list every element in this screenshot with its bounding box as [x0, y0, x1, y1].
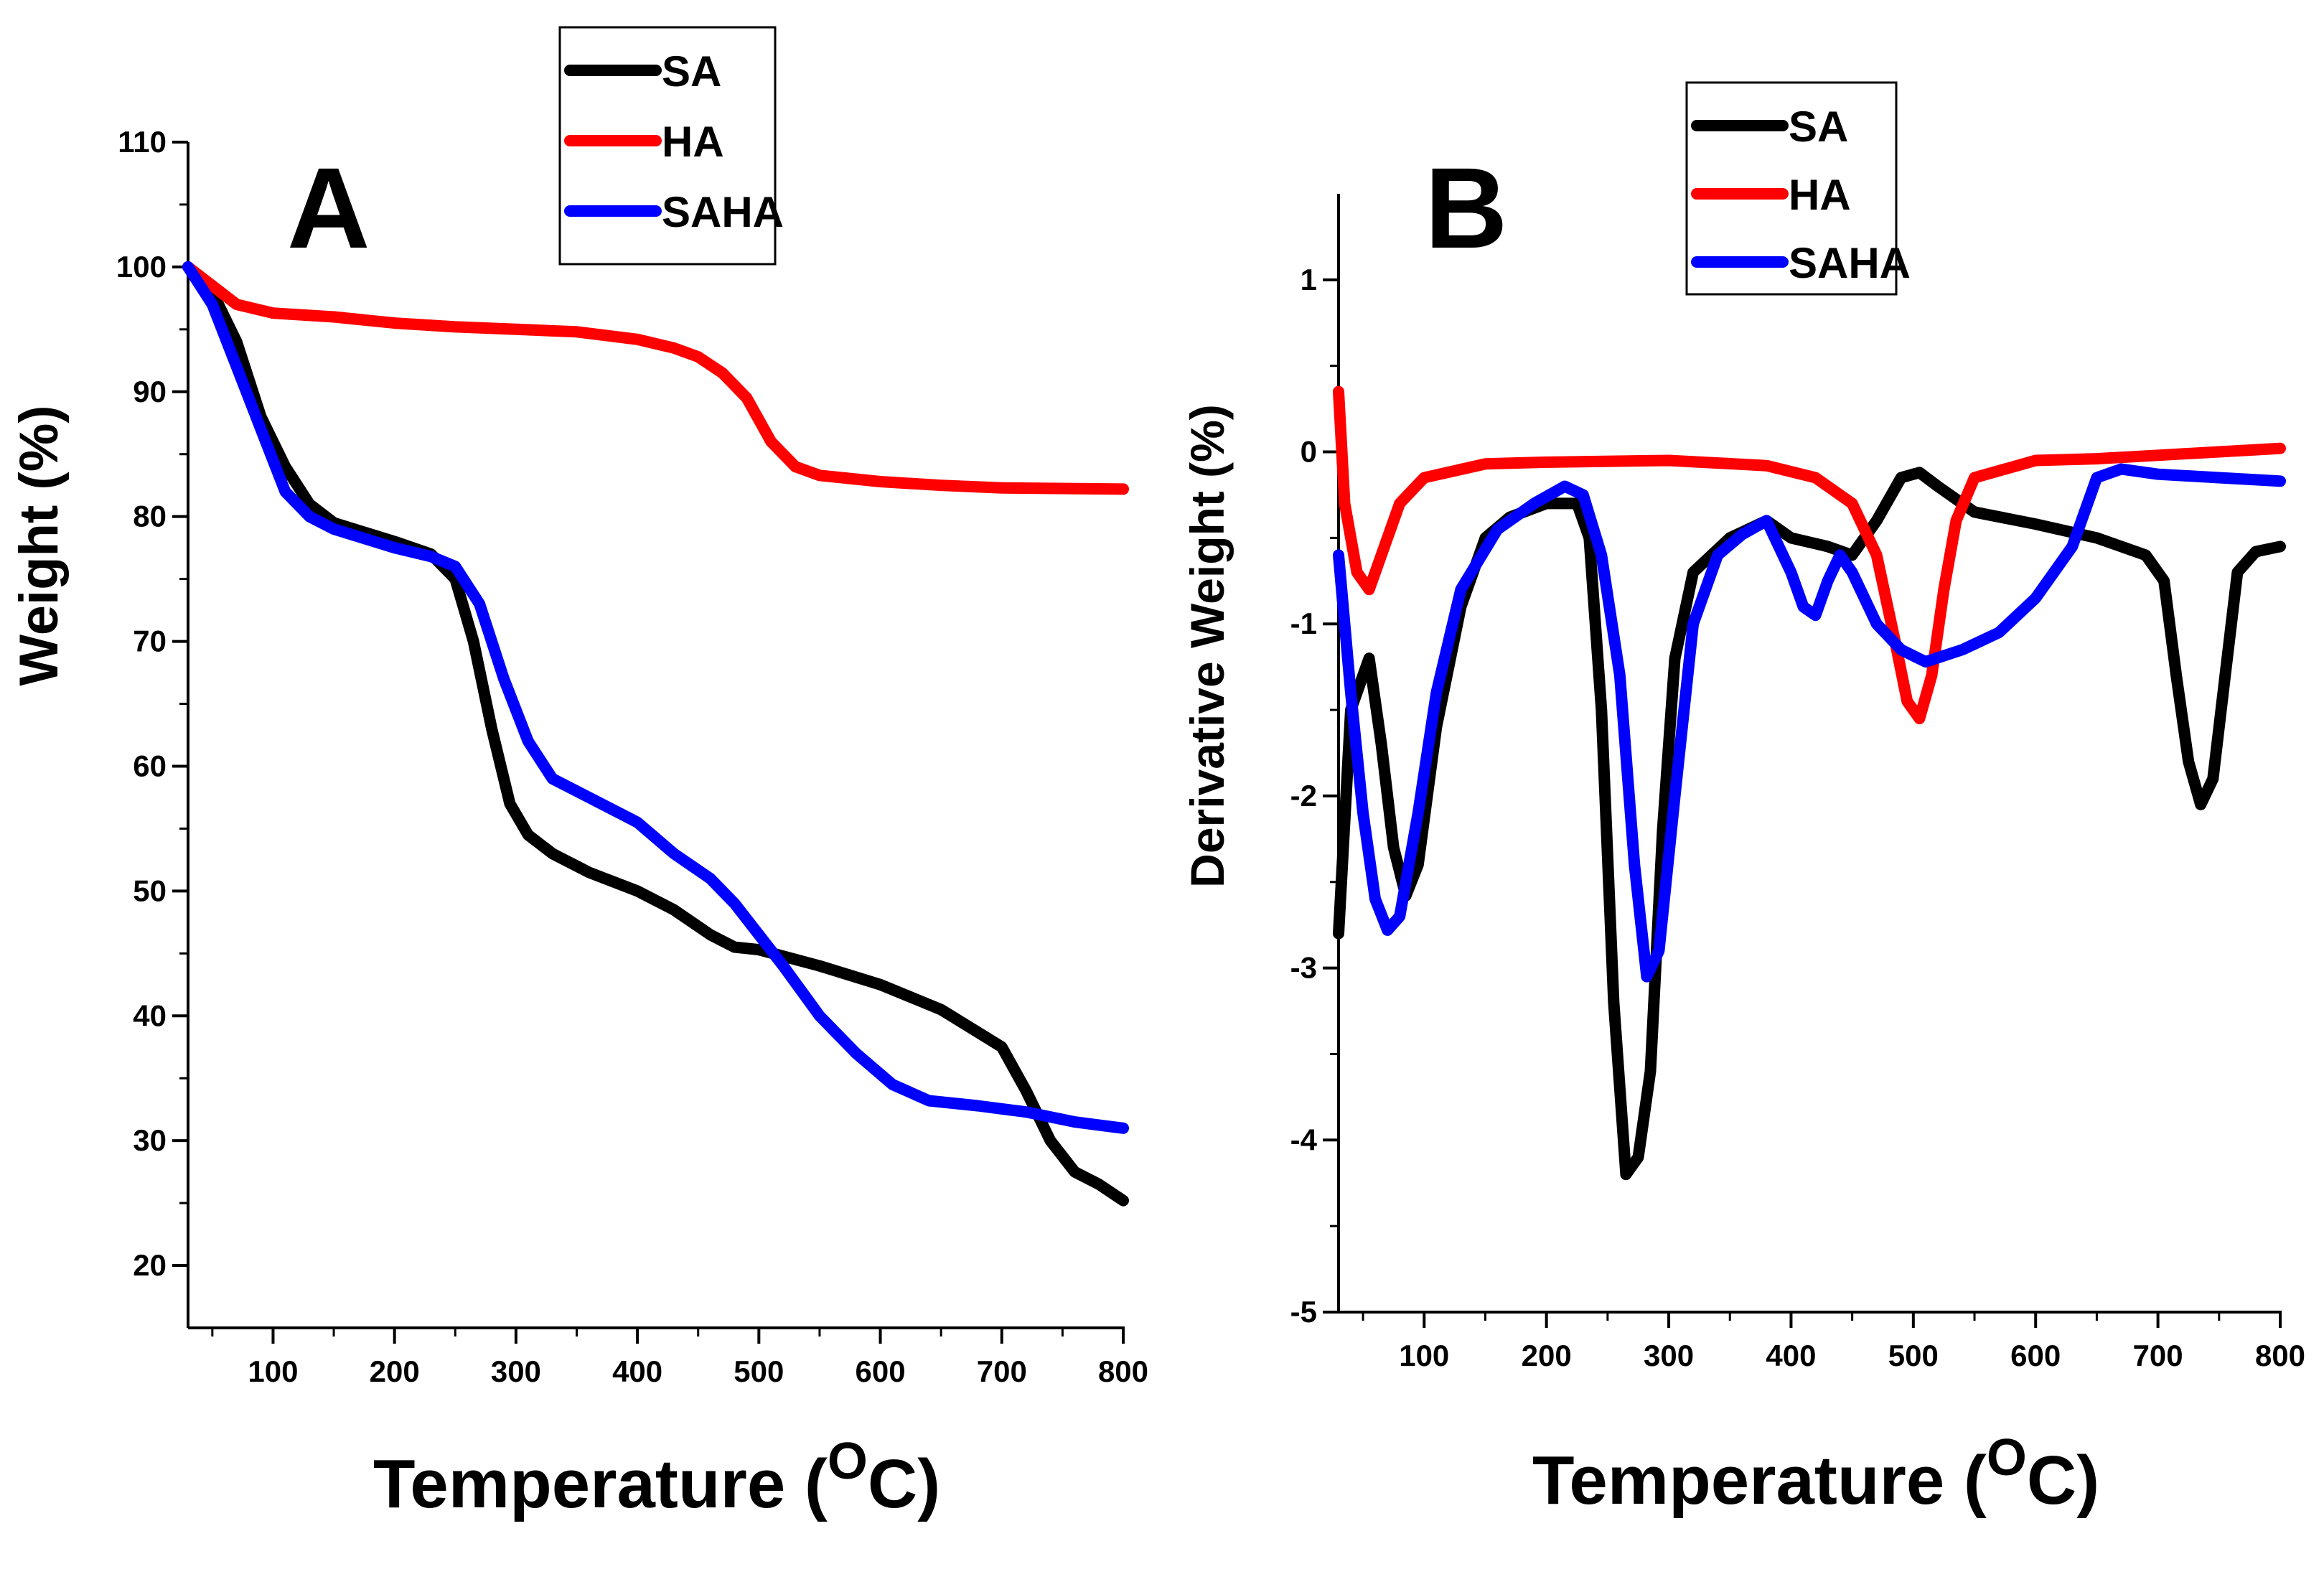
panel-a-letter: A: [287, 144, 370, 272]
panel-a-y-tick-label: 20: [133, 1248, 167, 1282]
panel-b-y-tick-label: -4: [1290, 1123, 1318, 1156]
panel-a-legend-label-saha: SAHA: [662, 188, 784, 236]
panel-a-y-tick-label: 110: [118, 125, 167, 159]
panel-a-x-tick-label: 600: [856, 1354, 906, 1388]
panel-b-x-tick-label: 200: [1522, 1339, 1572, 1372]
panel-b-x-axis-title: Temperature (OC): [1532, 1429, 2099, 1519]
panel-a-x-tick-label: 400: [612, 1354, 662, 1388]
panel-a-x-tick-label: 200: [370, 1354, 420, 1388]
panel-a-y-tick-label: 80: [133, 500, 167, 533]
panel-a-series-sa: [182, 261, 1129, 1207]
panel-b-y-tick-label: -2: [1290, 779, 1317, 813]
panel-a-y-axis-title: Weight (%): [9, 405, 70, 685]
panel-a-x-tick-label: 300: [491, 1354, 541, 1388]
panel-a-x-axis-title: Temperature (OC): [373, 1433, 940, 1522]
panel-b-y-tick-label: -1: [1290, 607, 1317, 640]
panel-b-x-tick-label: 500: [1888, 1339, 1939, 1372]
panel-a: 100 200 300 400 500 600 700 800 20 30 40 50 60 70 80 90…: [9, 26, 1148, 1522]
panel-b-y-tick-label: -5: [1290, 1295, 1317, 1329]
panel-b-legend-label-ha: HA: [1789, 171, 1851, 219]
panel-b-y-tick-label: 1: [1301, 263, 1317, 296]
panel-b-series-sa: [1333, 467, 2286, 1181]
panel-a-x-tick-label: 700: [977, 1354, 1027, 1388]
panel-b-x-tick-label: 700: [2133, 1339, 2183, 1372]
panel-a-legend-label-ha: HA: [662, 118, 724, 166]
panel-b-x-tick-label: 400: [1766, 1339, 1816, 1372]
panel-b-y-tick-label: -3: [1290, 951, 1317, 985]
panel-a-x-axis-title-sup: O: [828, 1433, 868, 1490]
panel-b-x-axis-title-unit: C): [2027, 1442, 2099, 1519]
panel-b-x-axis-title-main: Temperature (: [1532, 1442, 1987, 1519]
panel-a-y-tick-label: 90: [133, 375, 167, 408]
panel-b: 100 200 300 400 500 600 700 800 -5 -4 -3 -2 -1 0 1 B Der…: [1181, 81, 2305, 1519]
panel-b-x-tick-label: 300: [1644, 1339, 1694, 1372]
panel-a-series-ha: [182, 261, 1129, 495]
panel-a-x-axis-title-unit: C): [868, 1446, 940, 1522]
panel-a-x-tick-label: 800: [1098, 1354, 1148, 1388]
panel-a-y-tick-label: 40: [133, 998, 167, 1032]
panel-a-y-tick-label: 50: [133, 874, 167, 907]
panel-b-x-tick-label: 600: [2010, 1339, 2061, 1372]
panel-b-legend-label-saha: SAHA: [1789, 239, 1911, 287]
panel-b-x-tick-label: 100: [1399, 1339, 1449, 1372]
panel-a-series-saha: [182, 261, 1129, 1134]
panel-a-y-tick-label: 30: [133, 1123, 167, 1157]
panel-b-x-axis-title-sup: O: [1987, 1429, 2027, 1487]
panel-b-series-ha: [1333, 385, 2286, 725]
panel-a-y-tick-label: 60: [133, 749, 167, 782]
panel-b-legend-label-sa: SA: [1789, 103, 1848, 151]
panel-b-x-tick-label: 800: [2255, 1339, 2305, 1372]
panel-a-y-tick-label: 70: [133, 624, 167, 658]
panel-a-x-tick-label: 100: [248, 1354, 298, 1388]
panel-a-x-axis-title-main: Temperature (: [373, 1446, 828, 1522]
panel-b-y-tick-label: 0: [1301, 435, 1317, 469]
panel-a-y-tick-label: 100: [116, 250, 167, 284]
panel-b-y-axis-title: Derivative Weight (%): [1181, 404, 1234, 888]
panel-a-legend-label-sa: SA: [662, 47, 721, 95]
panel-b-letter: B: [1425, 144, 1508, 272]
panel-b-series-saha: [1333, 463, 2286, 983]
panel-a-x-tick-label: 500: [734, 1354, 784, 1388]
